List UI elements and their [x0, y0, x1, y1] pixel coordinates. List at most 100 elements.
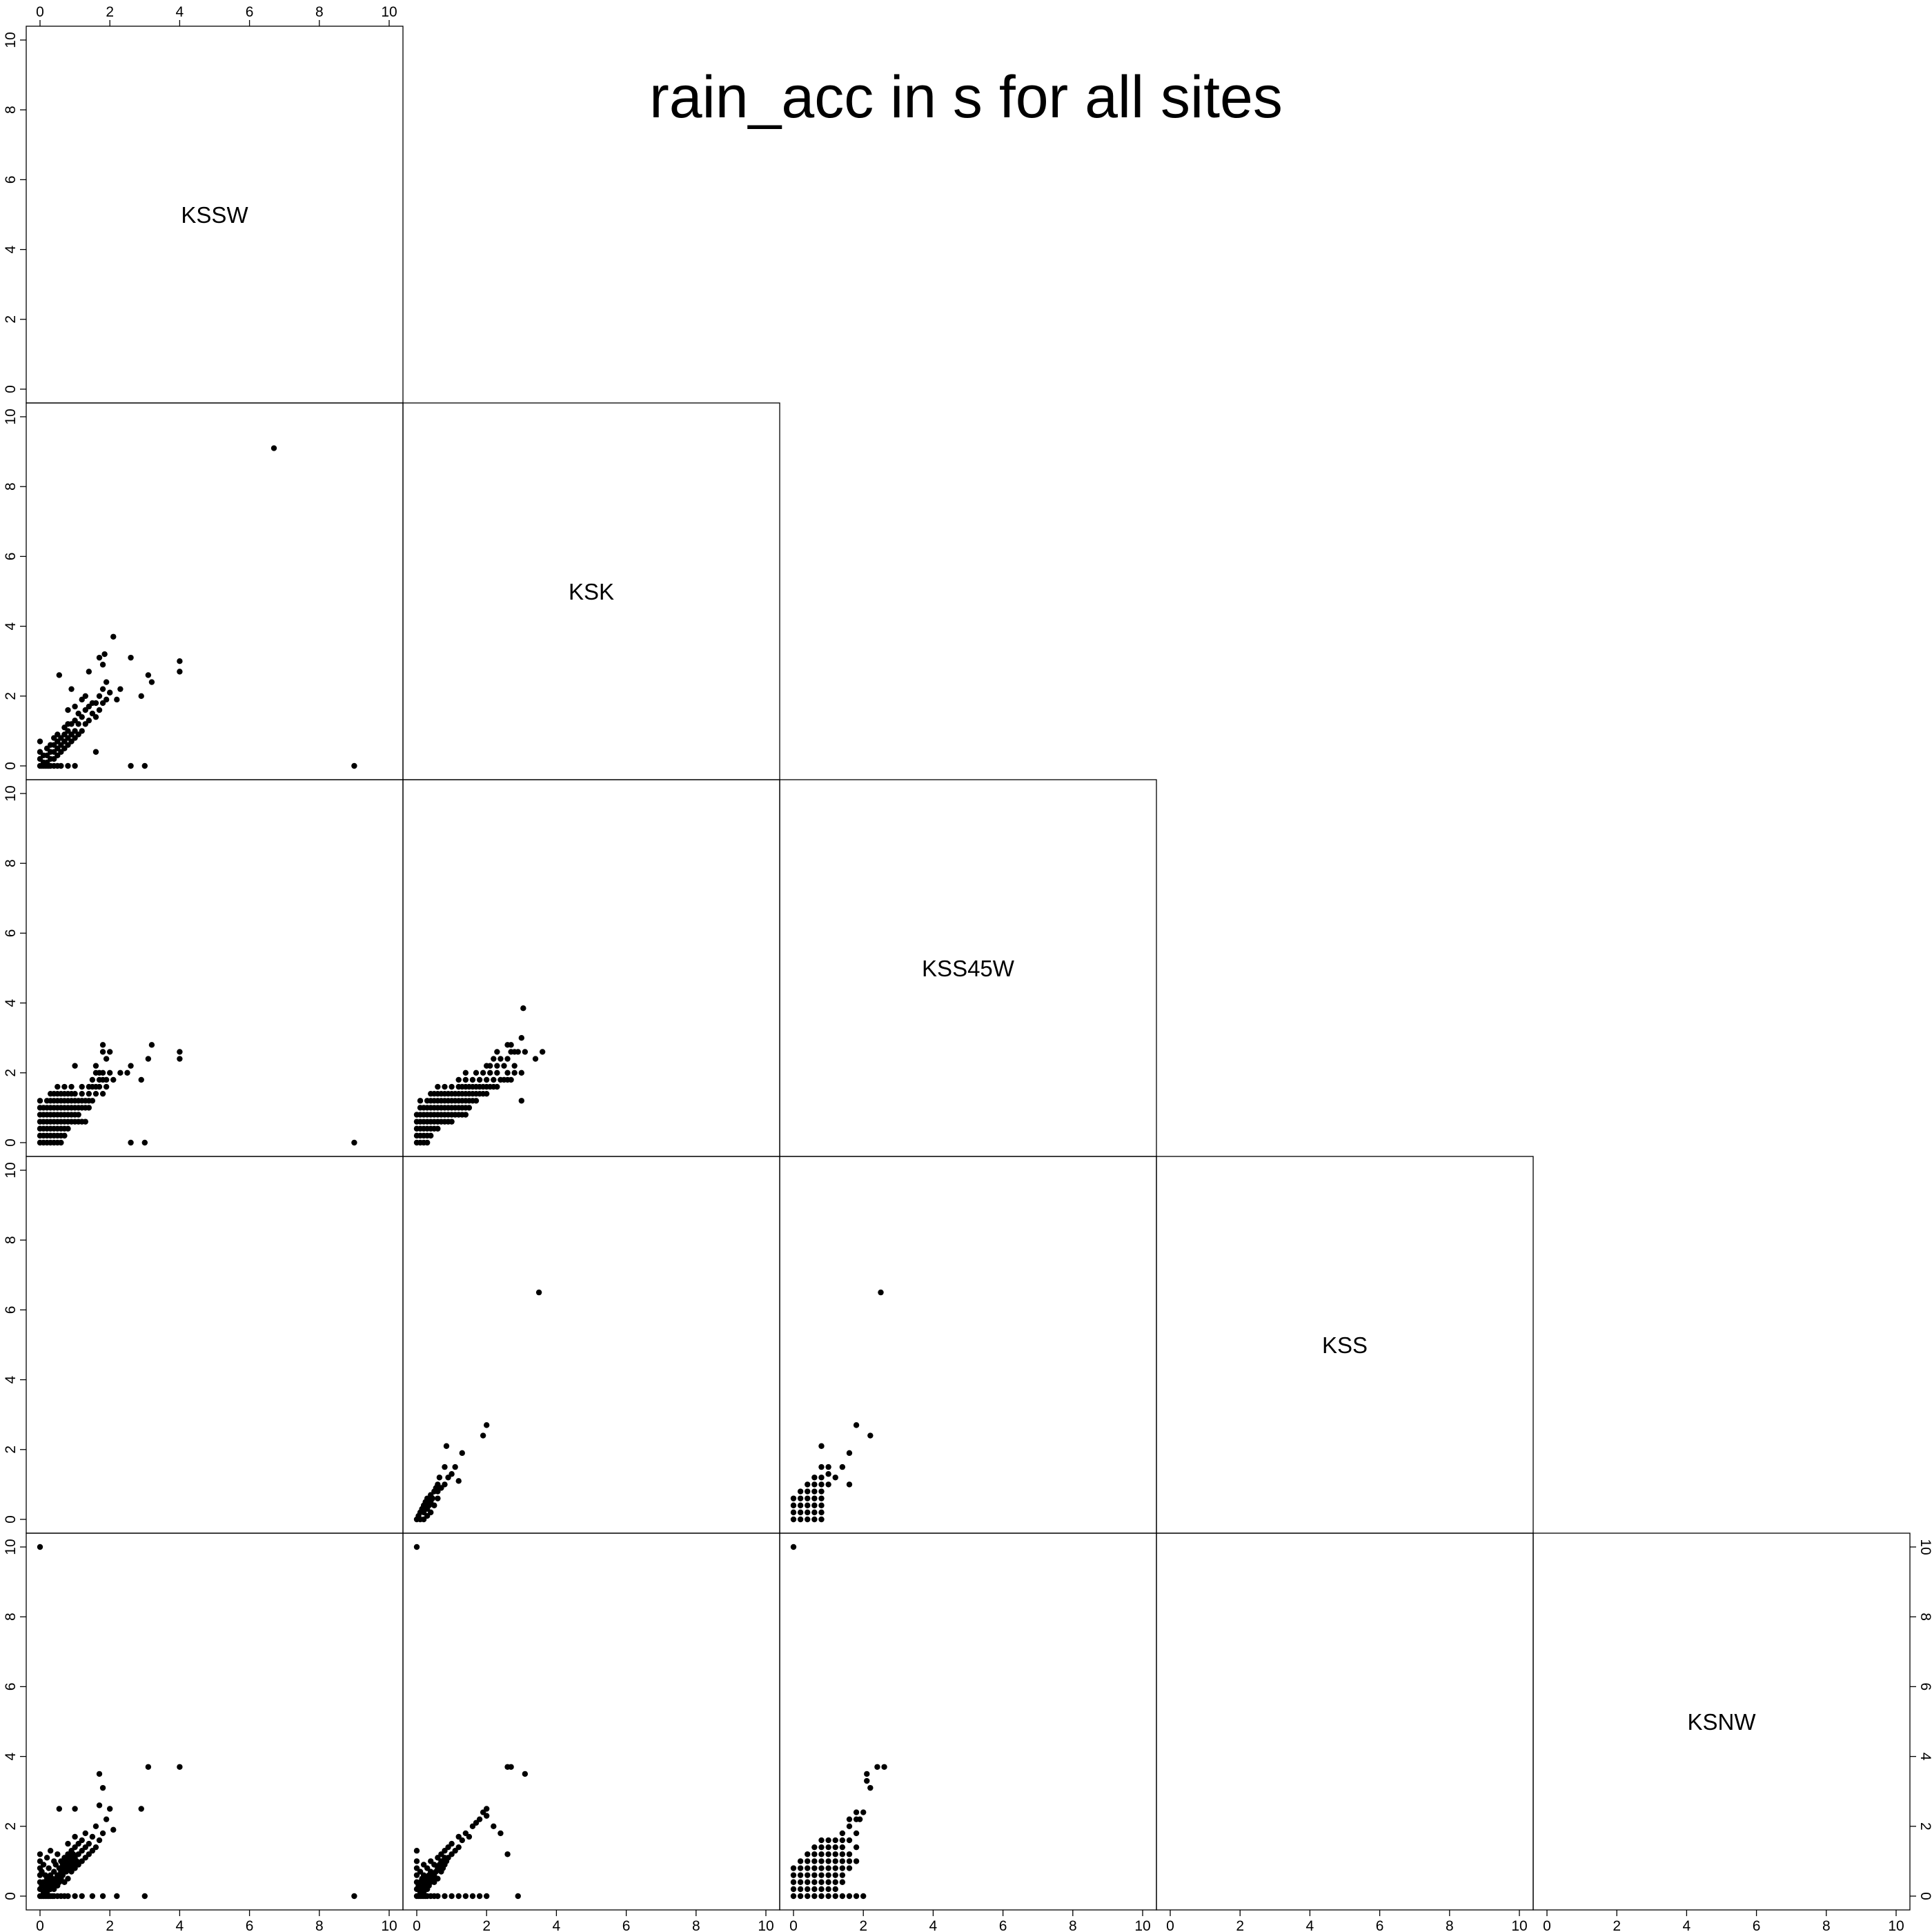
scatter-point-KSS45W-KSNW — [790, 1893, 797, 1900]
scatter-point-KSS45W-KSNW — [790, 1865, 797, 1871]
scatter-point-KSK-KSNW — [522, 1771, 529, 1777]
x-tick-label-bottom: 2 — [106, 1918, 114, 1932]
scatter-point-KSSW-KSNW — [99, 1784, 106, 1791]
scatter-point-KSK-KSS45W — [508, 1042, 514, 1048]
x-tick-label-top: 8 — [315, 4, 324, 20]
scatter-point-KSS45W-KSNW — [825, 1844, 831, 1851]
scatter-point-KSSW-KSS45W — [124, 1070, 130, 1076]
scatter-point-KSS45W-KSNW — [790, 1544, 797, 1550]
scatter-point-KSK-KSS — [443, 1443, 450, 1449]
x-tick-label-bottom: 8 — [315, 1918, 324, 1932]
x-tick-label-bottom: 0 — [1543, 1918, 1551, 1932]
scatter-point-KSS45W-KSNW — [832, 1879, 838, 1885]
scatter-point-KSS45W-KSS — [818, 1443, 825, 1449]
scatter-point-KSSW-KSK — [128, 654, 134, 661]
scatter-point-KSS45W-KSS — [811, 1475, 818, 1481]
scatter-point-KSS45W-KSNW — [825, 1872, 831, 1878]
scatter-point-KSSW-KSNW — [65, 1893, 71, 1900]
y-tick-label-left: 2 — [3, 692, 19, 700]
scatter-point-KSK-KSNW — [466, 1833, 473, 1840]
scatter-point-KSSW-KSK — [141, 762, 148, 769]
scatter-point-KSSW-KSS45W — [82, 1118, 88, 1125]
scatter-point-KSSW-KSS45W — [99, 1042, 106, 1048]
x-tick-label-bottom: 10 — [1888, 1918, 1904, 1932]
scatter-point-KSS45W-KSNW — [853, 1830, 860, 1837]
scatter-point-KSK-KSS45W — [462, 1070, 469, 1076]
scatter-point-KSSW-KSK — [148, 679, 155, 685]
scatter-point-KSS45W-KSNW — [846, 1823, 853, 1829]
x-tick-label-top: 4 — [176, 4, 184, 20]
scatter-point-KSSW-KSS45W — [110, 1076, 117, 1083]
scatter-point-KSSW-KSK — [96, 693, 103, 699]
scatter-point-KSK-KSS45W — [494, 1063, 500, 1069]
scatter-point-KSSW-KSS45W — [86, 1105, 92, 1111]
scatter-point-KSS45W-KSS — [790, 1495, 797, 1501]
scatter-point-KSK-KSS45W — [520, 1005, 526, 1012]
x-tick-label-bottom: 8 — [1822, 1918, 1831, 1932]
scatter-point-KSSW-KSS45W — [96, 1083, 103, 1090]
scatter-point-KSS45W-KSNW — [805, 1879, 811, 1885]
scatter-point-KSS45W-KSS — [825, 1481, 831, 1488]
scatter-point-KSSW-KSS45W — [103, 1083, 110, 1090]
y-tick-label-left: 2 — [3, 315, 19, 324]
scatter-point-KSS45W-KSNW — [805, 1865, 811, 1871]
x-tick-label-top: 6 — [246, 4, 254, 20]
scatter-point-KSSW-KSS45W — [68, 1083, 75, 1090]
x-tick-label-bottom: 0 — [1166, 1918, 1174, 1932]
scatter-point-KSS45W-KSS — [818, 1495, 825, 1501]
scatter-point-KSS45W-KSNW — [846, 1851, 853, 1857]
scatter-point-KSK-KSS45W — [448, 1083, 455, 1090]
scatter-point-KSSW-KSNW — [47, 1848, 54, 1854]
scatter-point-KSK-KSS — [431, 1502, 437, 1508]
scatter-point-KSSW-KSNW — [92, 1844, 99, 1851]
scatter-point-KSSW-KSS45W — [351, 1139, 357, 1146]
scatter-point-KSSW-KSK — [65, 707, 71, 713]
scatter-point-KSSW-KSNW — [65, 1840, 71, 1847]
scatter-point-KSK-KSS45W — [518, 1035, 524, 1041]
y-tick-label-left: 4 — [3, 998, 19, 1007]
scatter-point-KSSW-KSS45W — [75, 1112, 81, 1118]
scatter-point-KSS45W-KSNW — [846, 1816, 853, 1822]
scatter-point-KSS45W-KSNW — [853, 1858, 860, 1864]
scatter-point-KSSW-KSS45W — [72, 1063, 78, 1069]
diagonal-label: KSS45W — [922, 956, 1015, 981]
scatter-point-KSK-KSS45W — [435, 1083, 441, 1090]
scatter-point-KSSW-KSS45W — [61, 1132, 68, 1139]
scatter-point-KSS45W-KSNW — [846, 1893, 853, 1900]
scatter-point-KSS45W-KSNW — [818, 1879, 825, 1885]
scatter-point-KSS45W-KSNW — [839, 1858, 846, 1864]
scatter-point-KSK-KSS — [484, 1422, 490, 1428]
scatter-point-KSSW-KSNW — [141, 1893, 148, 1900]
scatter-point-KSS45W-KSNW — [839, 1872, 846, 1878]
scatter-point-KSSW-KSS45W — [72, 1090, 78, 1097]
y-tick-label-left: 10 — [3, 1162, 19, 1178]
scatter-point-KSK-KSNW — [413, 1858, 420, 1864]
scatter-point-KSSW-KSS45W — [148, 1042, 155, 1048]
y-tick-label-left: 10 — [3, 1539, 19, 1555]
scatter-point-KSS45W-KSNW — [818, 1837, 825, 1844]
scatter-point-KSS45W-KSNW — [797, 1886, 804, 1893]
scatter-point-KSS45W-KSNW — [818, 1893, 825, 1900]
scatter-point-KSK-KSS45W — [532, 1056, 539, 1062]
scatter-point-KSK-KSS45W — [522, 1049, 529, 1055]
scatter-point-KSSW-KSS45W — [92, 1063, 99, 1069]
scatter-point-KSK-KSS45W — [504, 1070, 511, 1076]
scatter-point-KSK-KSNW — [442, 1893, 448, 1900]
scatter-point-KSSW-KSNW — [89, 1893, 96, 1900]
scatter-point-KSS45W-KSNW — [818, 1865, 825, 1871]
scatter-point-KSS45W-KSS — [790, 1502, 797, 1508]
scatter-point-KSSW-KSK — [145, 672, 152, 678]
scatter-point-KSK-KSS45W — [448, 1118, 455, 1125]
scatter-point-KSSW-KSK — [65, 762, 71, 769]
scatter-point-KSK-KSNW — [476, 1816, 483, 1822]
y-tick-label-right: 8 — [1918, 1613, 1932, 1621]
scatter-point-KSSW-KSK — [92, 700, 99, 707]
scatter-point-KSSW-KSNW — [99, 1893, 106, 1900]
scatter-point-KSS45W-KSNW — [839, 1879, 846, 1885]
scatter-point-KSS45W-KSS — [818, 1516, 825, 1523]
scatter-point-KSSW-KSS45W — [79, 1090, 85, 1097]
scatter-point-KSS45W-KSNW — [805, 1858, 811, 1864]
scatter-point-KSK-KSS45W — [484, 1076, 490, 1083]
scatter-point-KSS45W-KSS — [805, 1509, 811, 1516]
